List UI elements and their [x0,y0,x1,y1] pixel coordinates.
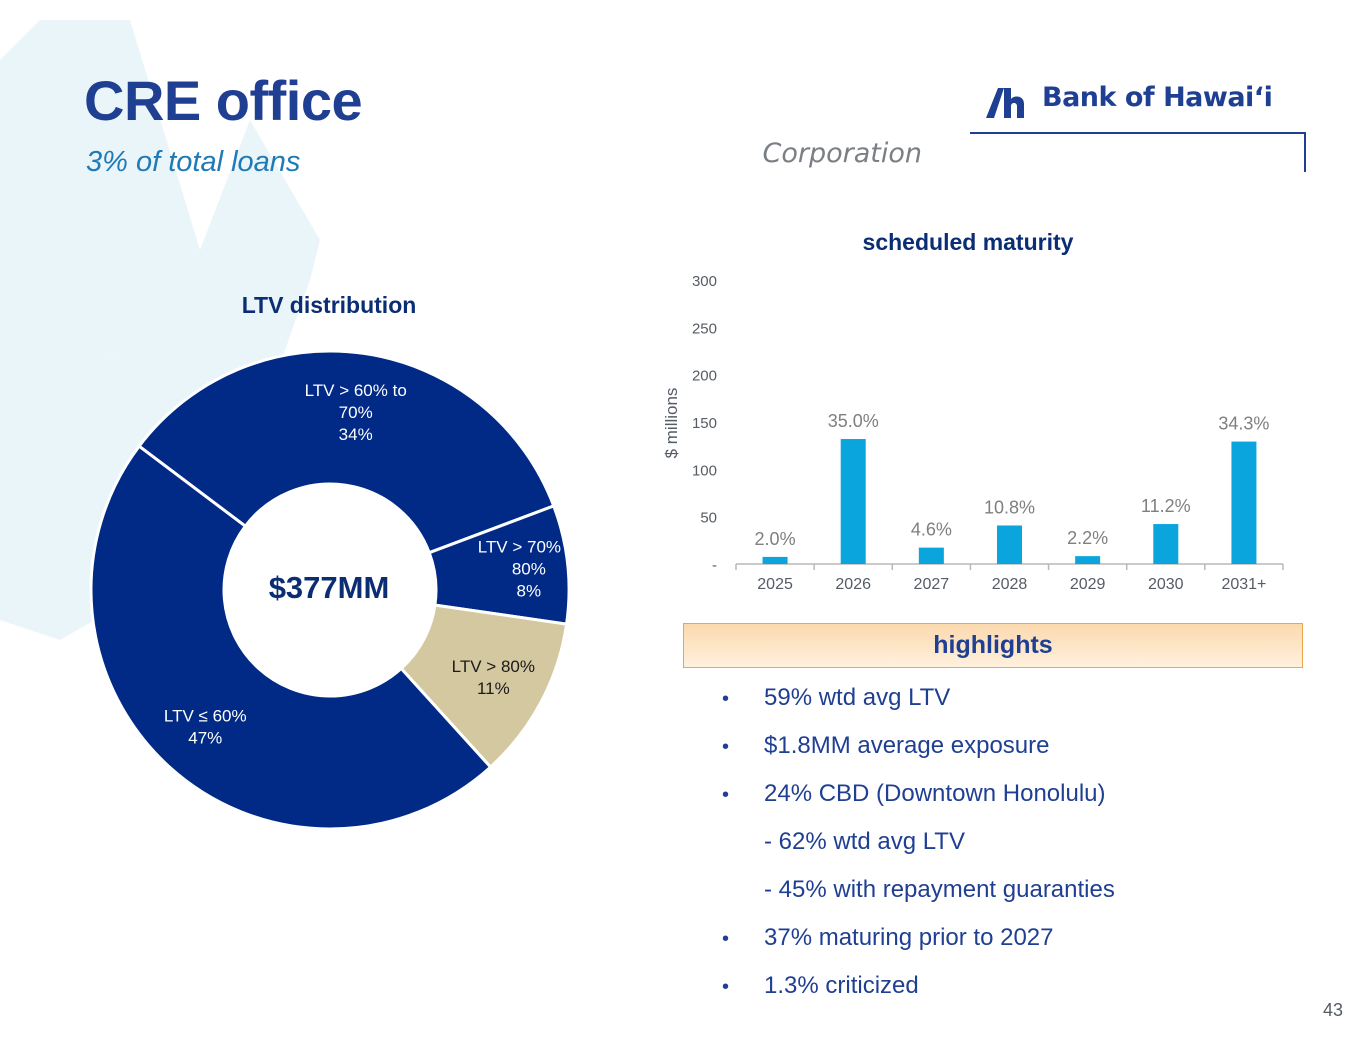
bar-chart-y-tick-label: 150 [692,415,717,432]
highlight-text: 1.3% criticized [764,972,919,999]
logo-rule-vertical [1304,132,1306,172]
bar-chart-x-tick-label: 2031+ [1221,576,1266,593]
bar-chart-x-tick-label: 2025 [757,576,793,593]
highlight-text: 37% maturing prior to 2027 [764,924,1054,951]
donut-slice [137,349,556,555]
bar-chart-y-tick-label: 50 [700,510,717,527]
page-title: CRE office [84,69,363,132]
bar-2028 [997,525,1022,564]
bank-logo-mark-icon [986,88,1024,118]
highlight-text: - 62% wtd avg LTV [764,828,965,855]
highlight-item: • 24% CBD (Downtown Honolulu) [716,778,1115,826]
scheduled-maturity-bar-chart: scheduled maturity $ millions - 50 100 150 2… [662,229,1284,593]
bar-2031+ [1231,441,1257,564]
donut-slice-label: LTV ≤ 60% 47% [164,707,247,748]
highlight-text: 24% CBD (Downtown Honolulu) [764,780,1106,807]
bullet-icon: • [722,976,730,998]
highlight-text: 59% wtd avg LTV [764,684,951,711]
bar-data-label: 35.0% [828,411,879,431]
highlight-item: • 1.3% criticized [716,970,1115,1018]
donut-slice [89,444,493,831]
bar-data-label: 2.2% [1067,528,1108,548]
bar-chart-y-tick-label: 200 [692,368,717,385]
bar-chart-title: scheduled maturity [863,229,1074,255]
bullet-icon: • [722,784,730,806]
bar-data-label: 11.2% [1141,496,1191,516]
highlight-text: - 45% with repayment guaranties [764,876,1115,903]
highlight-item: • $1.8MM average exposure [716,730,1115,778]
highlight-sub-item: - 62% wtd avg LTV [716,826,1115,874]
page-number: 43 [1322,1000,1343,1020]
highlight-item: • 59% wtd avg LTV [716,682,1115,730]
bar-chart-y-tick-label: 300 [692,273,717,290]
bullet-icon: • [722,736,730,758]
logo-bank-name: Bank of Hawaiʻi [1042,82,1273,113]
bar-data-label: 4.6% [911,520,952,540]
logo-rule [970,132,1306,134]
ltv-distribution-donut-chart: LTV distribution LTV > 60% to 70% 34% LTV >… [89,292,580,831]
bar-2027 [918,547,944,564]
page-subtitle: 3% of total loans [86,146,301,178]
bar-chart-y-axis-label: $ millions [662,388,681,459]
bullet-icon: • [722,688,730,710]
bar-chart-y-tick-label: - [712,557,717,574]
bar-data-label: 34.3% [1218,414,1269,434]
bar-chart-x-tick-label: 2027 [914,576,950,593]
donut-slice-label: LTV > 70% to 80% 8% [478,537,580,600]
bullet-icon: • [722,928,730,950]
bar-2029 [1075,556,1101,564]
donut-slice-label: LTV > 80% 11% [452,657,535,698]
highlights-list: • 59% wtd avg LTV • $1.8MM average exposure… [716,682,1115,1018]
donut-center-total: $377MM [269,570,390,605]
bar-chart-x-tick-label: 2026 [835,576,871,593]
bar-data-label: 2.0% [755,529,796,549]
bar-2030 [1153,524,1179,564]
bar-chart-x-tick-label: 2030 [1148,576,1184,593]
bar-chart-y-tick-label: 250 [692,320,717,337]
logo-corporation: Corporation [762,138,923,169]
highlight-sub-item: - 45% with repayment guaranties [716,874,1115,922]
bar-chart-x-tick-label: 2028 [992,576,1028,593]
donut-chart-title: LTV distribution [242,292,417,318]
bar-2025 [762,556,788,564]
highlights-header: highlights [683,623,1303,668]
highlight-item: • 37% maturing prior to 2027 [716,922,1115,970]
bar-chart-y-tick-label: 100 [692,462,717,479]
bar-chart-x-tick-label: 2029 [1070,576,1106,593]
donut-slice-label: LTV > 60% to 70% 34% [305,381,407,444]
highlight-text: $1.8MM average exposure [764,732,1050,759]
bar-2026 [840,439,866,564]
bar-data-label: 10.8% [984,497,1035,517]
